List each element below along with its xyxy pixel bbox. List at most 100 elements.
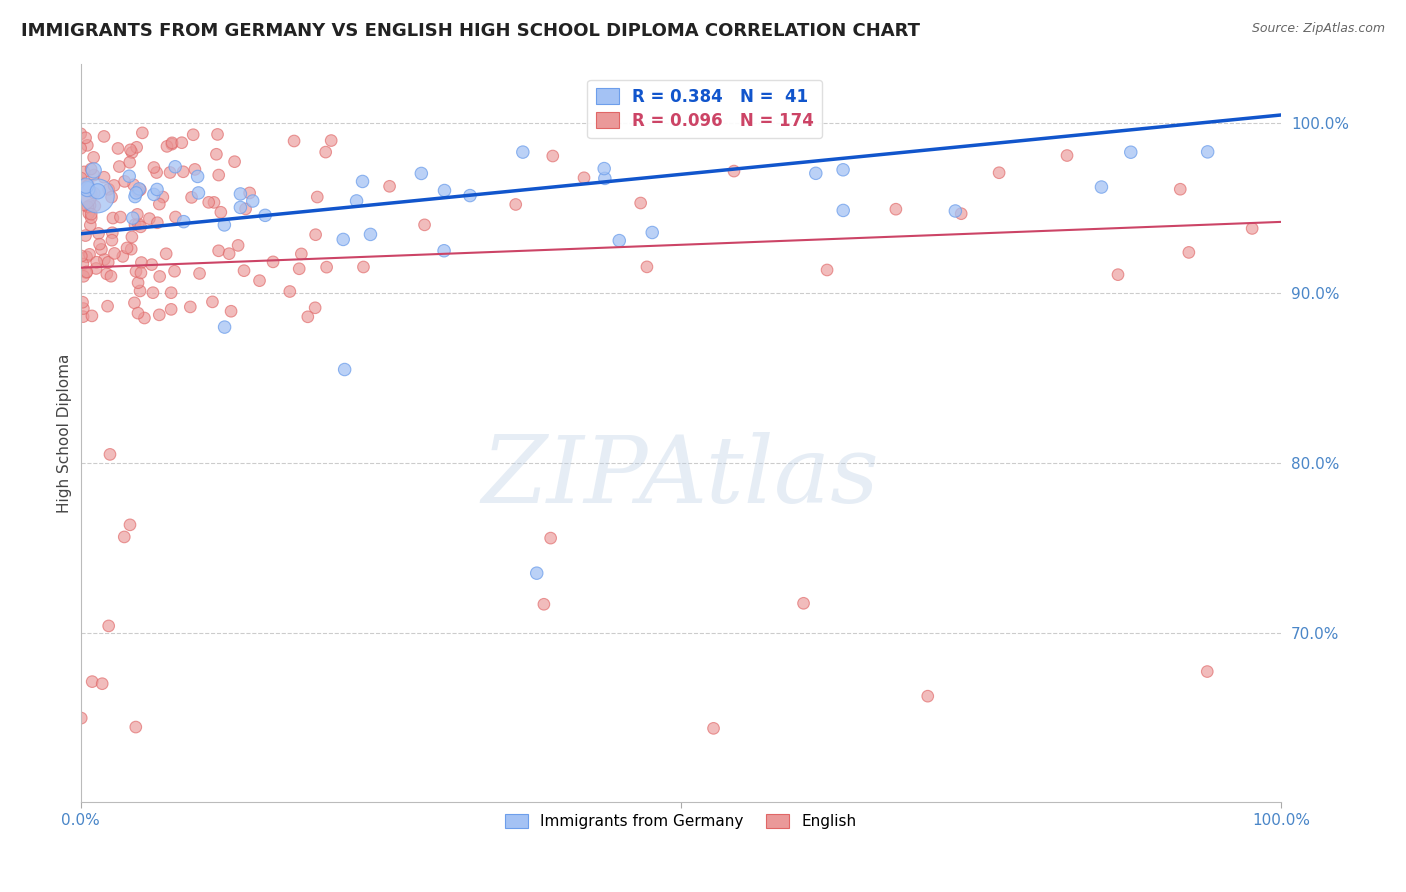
Legend: Immigrants from Germany, English: Immigrants from Germany, English <box>499 807 863 835</box>
Point <box>315 145 337 160</box>
Point <box>593 171 616 186</box>
Point <box>118 517 141 532</box>
Point <box>288 261 311 276</box>
Point <box>97 255 120 269</box>
Point <box>1241 221 1264 235</box>
Point <box>283 134 305 148</box>
Point <box>72 257 94 271</box>
Point <box>173 214 195 228</box>
Point <box>72 301 94 316</box>
Point <box>187 169 209 184</box>
Point <box>353 260 375 274</box>
Point <box>93 252 115 267</box>
Point <box>79 218 101 232</box>
Point <box>207 244 229 258</box>
Point <box>884 202 907 217</box>
Point <box>96 267 118 281</box>
Point <box>512 145 534 160</box>
Point <box>184 162 207 177</box>
Point <box>208 168 231 182</box>
Point <box>77 178 100 193</box>
Point <box>165 160 187 174</box>
Point <box>224 154 246 169</box>
Point <box>70 249 93 263</box>
Point <box>134 311 156 326</box>
Point <box>112 530 135 544</box>
Point <box>378 179 401 194</box>
Point <box>160 302 183 317</box>
Point <box>160 137 183 152</box>
Point <box>83 163 105 178</box>
Point <box>77 206 100 220</box>
Point <box>505 197 527 211</box>
Point <box>124 296 146 310</box>
Point <box>97 619 120 633</box>
Point <box>101 211 124 225</box>
Point <box>413 218 436 232</box>
Point <box>793 596 815 610</box>
Point <box>641 226 664 240</box>
Point <box>180 190 202 204</box>
Point <box>75 130 97 145</box>
Point <box>307 190 329 204</box>
Point <box>636 260 658 274</box>
Point <box>91 676 114 690</box>
Point <box>69 127 91 141</box>
Text: ZIPAtlas: ZIPAtlas <box>482 433 880 523</box>
Point <box>297 310 319 324</box>
Point <box>1197 665 1219 679</box>
Point <box>540 531 562 545</box>
Point <box>103 178 125 193</box>
Point <box>197 195 219 210</box>
Point <box>219 304 242 318</box>
Text: IMMIGRANTS FROM GERMANY VS ENGLISH HIGH SCHOOL DIPLOMA CORRELATION CHART: IMMIGRANTS FROM GERMANY VS ENGLISH HIGH … <box>21 22 920 40</box>
Point <box>128 182 150 196</box>
Point <box>1090 180 1112 194</box>
Point <box>214 218 236 232</box>
Point <box>202 195 225 210</box>
Point <box>541 149 564 163</box>
Point <box>108 160 131 174</box>
Point <box>804 166 827 180</box>
Y-axis label: High School Diploma: High School Diploma <box>58 353 72 513</box>
Point <box>145 165 167 179</box>
Point <box>120 143 142 157</box>
Point <box>526 566 548 581</box>
Point <box>332 232 354 246</box>
Point <box>205 147 228 161</box>
Point <box>155 246 177 260</box>
Point <box>146 216 169 230</box>
Point <box>333 362 356 376</box>
Point <box>149 269 172 284</box>
Point <box>101 233 124 247</box>
Point <box>124 218 146 232</box>
Point <box>129 219 152 234</box>
Point <box>1107 268 1129 282</box>
Point <box>125 264 148 278</box>
Point <box>156 139 179 153</box>
Point <box>1119 145 1142 160</box>
Point <box>124 189 146 203</box>
Point <box>321 134 343 148</box>
Point <box>315 260 337 274</box>
Point <box>70 171 93 186</box>
Point <box>630 196 652 211</box>
Point <box>86 189 108 203</box>
Point <box>72 269 94 284</box>
Point <box>98 447 121 461</box>
Point <box>359 227 381 242</box>
Point <box>346 194 368 208</box>
Point <box>75 228 97 243</box>
Point <box>214 320 236 334</box>
Point <box>72 295 94 310</box>
Point <box>107 141 129 155</box>
Point <box>114 174 136 188</box>
Point <box>90 243 112 257</box>
Point <box>254 208 277 222</box>
Point <box>93 170 115 185</box>
Point <box>950 207 973 221</box>
Point <box>607 234 630 248</box>
Point <box>201 294 224 309</box>
Point <box>235 202 257 216</box>
Point <box>262 255 284 269</box>
